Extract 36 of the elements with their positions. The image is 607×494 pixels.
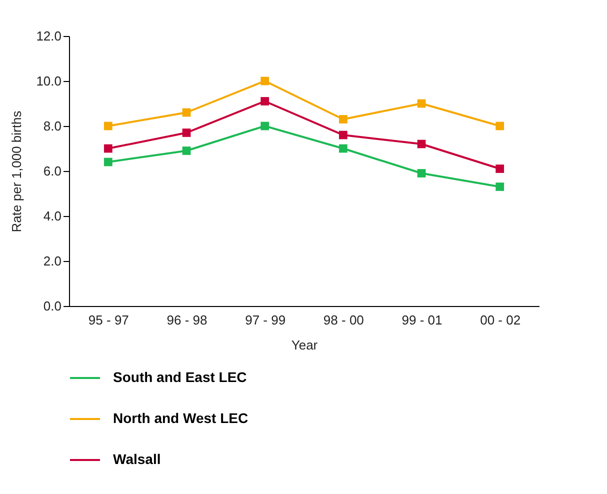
x-tick-label: 96 - 98: [166, 312, 208, 328]
y-tick-label: 2.0: [43, 254, 62, 268]
y-tick-label: 4.0: [43, 208, 62, 224]
point: [338, 144, 348, 153]
point: [417, 140, 426, 148]
point: [182, 128, 191, 137]
y-axis-title: Rate per 1,000 births: [9, 110, 24, 232]
y-tick-label: 10.0: [36, 74, 62, 88]
x-tick-label: 95 - 97: [88, 312, 129, 328]
x-axis-title: Year: [291, 338, 318, 352]
point: [182, 108, 191, 117]
x-tick-label: 98 - 00: [323, 312, 364, 328]
point: [417, 169, 426, 178]
point: [104, 158, 112, 166]
point: [417, 99, 426, 108]
legend-label: South and East LEC: [113, 369, 247, 385]
legend-label: North and West LEC: [113, 410, 248, 426]
y-tick-label: 6.0: [43, 164, 62, 178]
point: [338, 115, 348, 124]
point: [496, 122, 504, 130]
point: [496, 164, 504, 173]
point: [260, 76, 270, 86]
y-tick-label: 0.0: [43, 298, 62, 314]
legend-label: Walsall: [113, 451, 161, 467]
point: [182, 146, 191, 155]
x-tick-label: 97 - 99: [245, 312, 286, 328]
x-tick-label: 00 - 02: [480, 312, 521, 328]
point: [104, 144, 112, 153]
point: [104, 122, 112, 130]
x-tick-label: 99 - 01: [402, 312, 442, 328]
point: [496, 182, 504, 191]
y-tick-label: 12.0: [36, 28, 62, 44]
y-tick-label: 8.0: [43, 118, 62, 134]
point: [260, 97, 270, 106]
point: [260, 122, 270, 130]
point: [338, 130, 348, 140]
